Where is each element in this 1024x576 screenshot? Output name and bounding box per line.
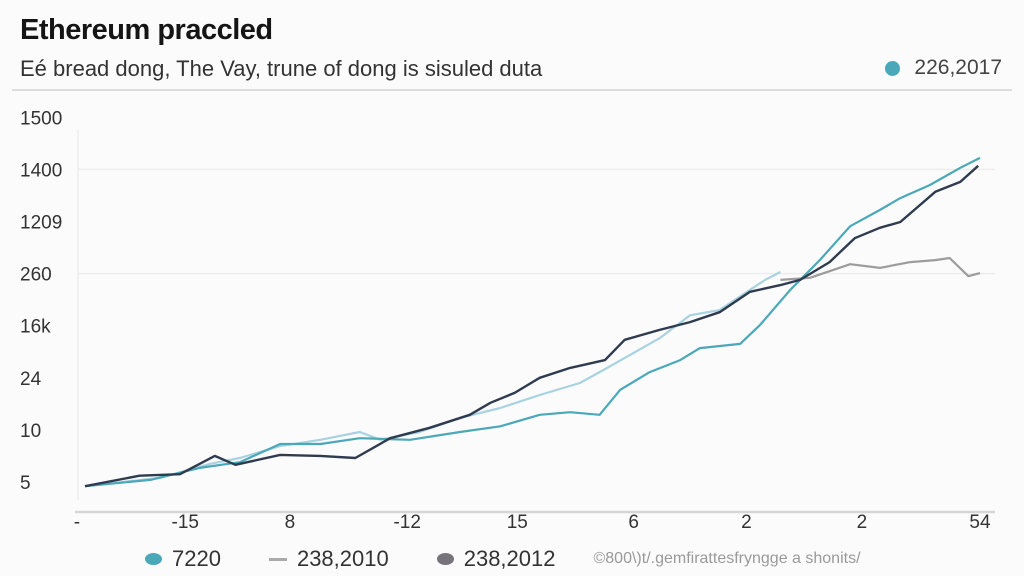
legend: 7220 238,2010 238,2012 ©800\)t/.gemfirat… (145, 546, 861, 572)
y-tick-label: 10 (20, 421, 41, 442)
x-tick-label: - (74, 512, 80, 533)
top-legend-label: 226,2017 (914, 56, 1002, 79)
chart-subtitle: Eé bread dong, The Vay, trune of dong is… (20, 56, 543, 81)
series-line-238-2012 (84, 164, 980, 488)
series-line-gray (780, 256, 981, 281)
source-note: ©800\)t/.gemfirattesfryngge a shonits/ (593, 550, 861, 567)
x-tick-label: 2 (857, 512, 868, 533)
legend-label: 238,2010 (296, 546, 389, 571)
y-tick-label: 1209 (20, 213, 62, 234)
series-line-238-2010 (84, 271, 781, 488)
x-tick-label: 54 (969, 512, 991, 533)
y-tick-label: 1400 (20, 160, 62, 181)
y-tick-label: 1500 (20, 108, 62, 129)
header-divider (12, 89, 1012, 91)
teal-dot-icon (145, 553, 162, 565)
top-legend: 226,2017 (885, 56, 1002, 80)
y-tick-label: 260 (20, 265, 52, 286)
legend-dot-icon (885, 60, 901, 76)
gray-dot-icon (436, 553, 454, 565)
chart-title: Ethereum praccled (20, 14, 273, 46)
x-tick-label: 15 (507, 512, 528, 533)
y-tick-label: 5 (20, 473, 31, 494)
legend-item-2010: 238,2010 (268, 546, 389, 572)
x-tick-label: -15 (172, 512, 199, 533)
x-tick-label: 2 (741, 512, 752, 533)
x-tick-label: -12 (393, 512, 420, 533)
legend-item-7220: 7220 (145, 546, 221, 572)
y-tick-label: 16k (20, 317, 51, 338)
dash-icon (268, 557, 287, 561)
legend-label: 7220 (172, 546, 221, 571)
x-tick-label: 6 (628, 512, 639, 533)
x-tick-label: 8 (285, 512, 296, 533)
legend-item-2012: 238,2012 (436, 546, 556, 572)
series-line-7220 (84, 156, 981, 488)
legend-label: 238,2012 (463, 546, 556, 571)
y-tick-label: 24 (20, 369, 42, 390)
